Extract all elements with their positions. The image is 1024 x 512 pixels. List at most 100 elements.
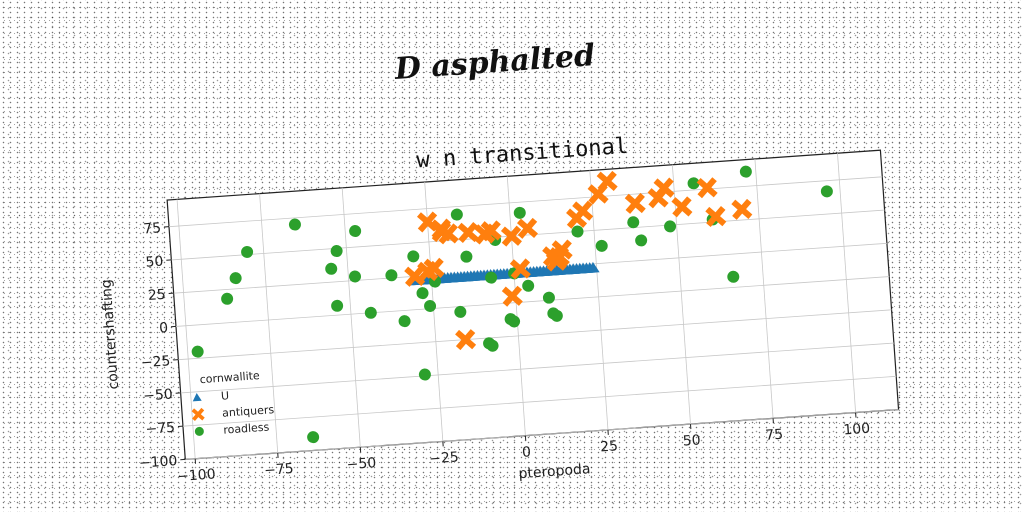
data-point-roadless: [820, 185, 833, 198]
data-point-roadless: [550, 309, 563, 322]
axis-ticks: −100 −75 −50 −25 0 25 50 75 100 −100 −75 −50 −25 0 25 5…: [138, 220, 871, 485]
data-point-roadless: [385, 269, 398, 282]
data-point-antiquers: [596, 170, 618, 192]
data-point-antiquers: [647, 187, 669, 209]
data-point-antiquers: [731, 198, 753, 220]
data-point-roadless: [325, 262, 338, 275]
x-gridline: [754, 158, 774, 419]
data-point-roadless: [460, 250, 473, 263]
data-point-roadless: [364, 306, 377, 319]
data-point-roadless: [407, 250, 420, 263]
data-point-antiquers: [705, 205, 727, 228]
data-point-roadless: [418, 368, 431, 381]
data-point-antiquers: [671, 196, 693, 218]
x-tick-label: 25: [600, 438, 619, 455]
data-point-antiquers: [404, 265, 426, 287]
plot-area: [166, 149, 900, 461]
x-tick-label: −50: [346, 455, 377, 473]
data-point-roadless: [513, 206, 526, 219]
data-point-antiquers: [624, 192, 646, 214]
x-gridline: [589, 170, 609, 430]
y-tick-label: 0: [159, 320, 169, 337]
data-point-antiquers: [572, 200, 594, 222]
y-tick-label: −100: [138, 453, 177, 472]
x-gridline: [837, 153, 857, 413]
data-point-roadless: [542, 291, 555, 304]
data-point-roadless: [571, 225, 584, 238]
x-tick-label: 100: [843, 421, 871, 439]
x-tick-label: −100: [177, 466, 216, 485]
y-gridline: [178, 309, 892, 361]
chart-group: −100 −75 −50 −25 0 25 50 75 100 −100 −75 −50 −25 0 25 5…: [99, 134, 900, 485]
x-gridline: [341, 187, 361, 448]
data-point-roadless: [595, 239, 608, 252]
y-tick-label: 25: [147, 287, 166, 304]
data-point-antiquers: [500, 225, 522, 247]
grid-lines: [168, 153, 899, 460]
data-point-antiquers: [509, 258, 531, 280]
x-tick-label: −25: [429, 449, 460, 467]
x-gridline: [176, 199, 196, 459]
y-gridline: [180, 342, 894, 394]
y-tick-label: 75: [143, 220, 162, 237]
data-point-roadless: [241, 245, 254, 258]
y-gridline: [182, 375, 897, 427]
legend-label: antiquers: [222, 403, 275, 420]
data-point-roadless: [739, 165, 752, 178]
y-gridline: [168, 176, 883, 228]
legend-label: U: [221, 389, 230, 403]
data-marks: [191, 165, 833, 444]
data-point-roadless: [450, 208, 463, 221]
x-gridline: [259, 193, 279, 453]
data-point-antiquers: [480, 220, 502, 242]
y-tick-label: −75: [145, 420, 176, 438]
data-point-roadless: [288, 218, 301, 231]
legend-title: cornwallite: [199, 369, 260, 386]
data-point-roadless: [424, 299, 437, 312]
data-point-antiquers: [423, 257, 445, 279]
legend-marker-antiquers: [191, 407, 205, 421]
data-point-antiquers: [542, 245, 564, 267]
y-tick-label: −50: [143, 387, 174, 405]
legend-marker-u: [192, 392, 202, 402]
y-gridline: [185, 409, 899, 460]
y-tick-label: 50: [145, 253, 164, 270]
legend-marker-roadless: [194, 426, 204, 436]
data-point-roadless: [348, 270, 361, 283]
data-point-roadless: [664, 220, 677, 233]
legend-label: roadless: [223, 420, 270, 436]
y-tick-label: −25: [140, 353, 171, 371]
data-point-antiquers: [696, 177, 718, 199]
data-point-antiquers: [516, 217, 539, 239]
data-point-antiquers: [501, 285, 523, 307]
data-point-roadless: [485, 271, 498, 284]
x-tick-label: 0: [522, 444, 532, 461]
data-point-roadless: [508, 315, 521, 328]
data-point-roadless: [330, 245, 343, 258]
data-point-roadless: [307, 431, 320, 444]
data-point-antiquers: [437, 223, 459, 245]
data-point-roadless: [454, 305, 467, 318]
data-point-roadless: [486, 339, 499, 352]
x-tick-label: 50: [682, 432, 701, 449]
data-point-u: [587, 261, 600, 274]
data-point-antiquers: [455, 329, 477, 351]
data-point-roadless: [331, 299, 344, 312]
data-point-roadless: [221, 292, 234, 305]
x-tick-label: 75: [765, 427, 784, 444]
x-axis-label: pteropoda: [518, 461, 591, 482]
data-point-antiquers: [457, 221, 479, 243]
x-gridline: [506, 176, 526, 436]
data-point-roadless: [349, 225, 362, 238]
chart-title: w n transitional: [416, 134, 629, 174]
data-point-roadless: [229, 272, 242, 285]
data-point-roadless: [727, 270, 740, 283]
y-gridline: [175, 276, 890, 327]
data-point-roadless: [635, 234, 648, 247]
data-point-roadless: [687, 177, 700, 190]
data-point-roadless: [398, 315, 411, 328]
x-gridline: [671, 164, 691, 425]
data-point-roadless: [416, 287, 429, 300]
